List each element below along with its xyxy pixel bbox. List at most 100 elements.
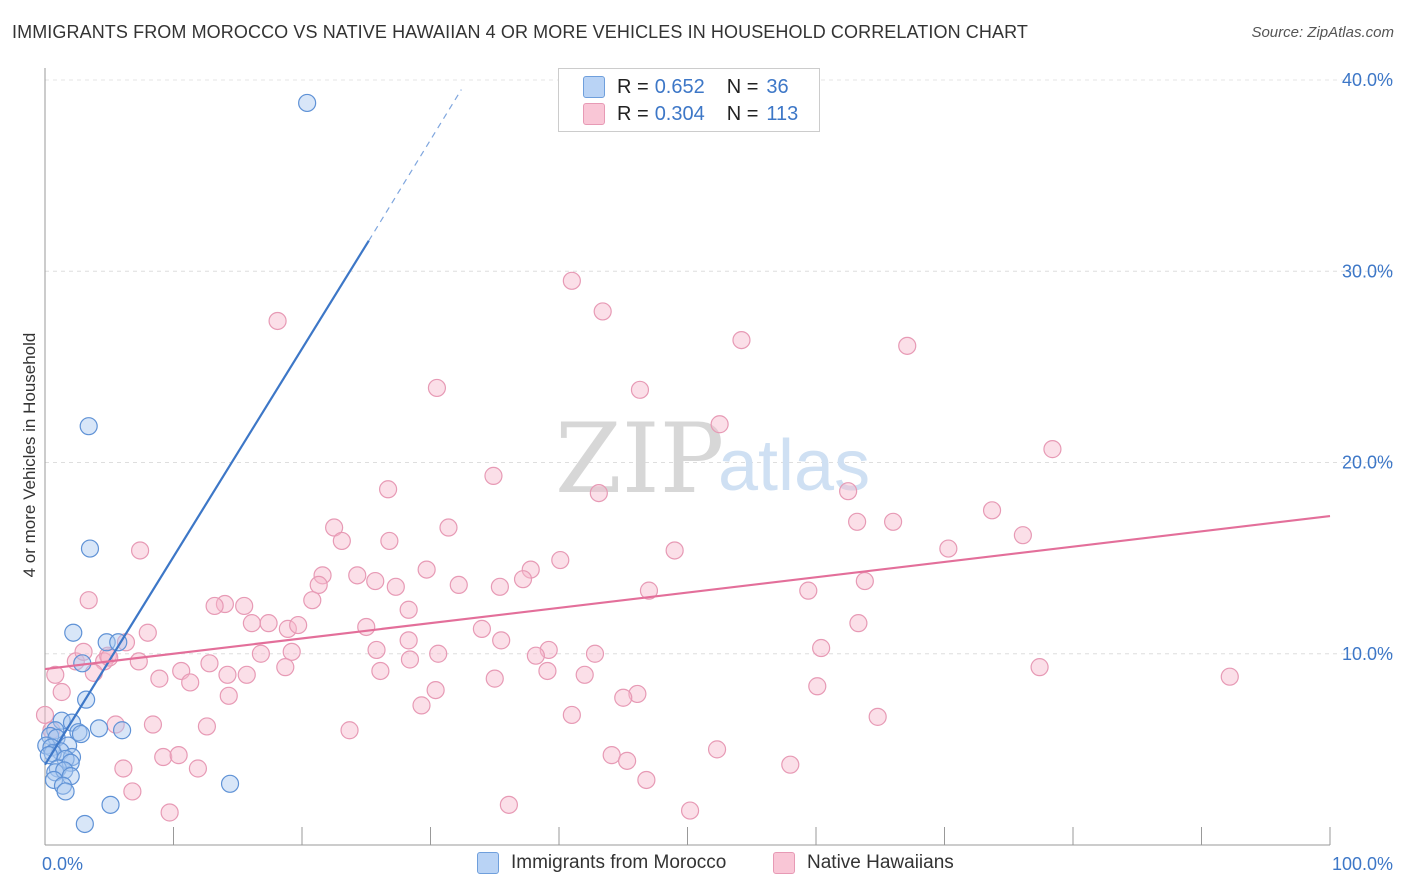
data-point-hawaiians	[259, 614, 278, 633]
data-point-hawaiians	[114, 759, 133, 778]
data-point-hawaiians	[1030, 658, 1049, 677]
data-point-hawaiians	[883, 512, 903, 531]
legend-n-label: N =	[726, 102, 759, 125]
data-point-hawaiians	[154, 747, 173, 767]
data-point-morocco	[298, 93, 317, 113]
data-point-morocco	[75, 814, 94, 834]
series-morocco-points	[37, 93, 317, 834]
legend-n-label: N =	[726, 75, 759, 98]
data-point-morocco	[112, 721, 132, 740]
legend-swatch-pink	[773, 852, 795, 874]
data-point-hawaiians	[325, 518, 344, 537]
data-point-hawaiians	[426, 680, 445, 700]
data-point-hawaiians	[188, 759, 208, 778]
x-tick-label: 100.0%	[1332, 854, 1393, 874]
data-point-hawaiians	[812, 638, 831, 658]
data-point-hawaiians	[575, 665, 594, 684]
data-point-morocco	[56, 782, 75, 801]
data-point-hawaiians	[982, 501, 1002, 520]
data-point-hawaiians	[799, 581, 818, 600]
data-point-hawaiians	[251, 644, 270, 663]
data-point-hawaiians	[849, 614, 868, 633]
data-point-morocco	[220, 774, 240, 793]
data-point-hawaiians	[412, 696, 431, 715]
data-point-hawaiians	[357, 617, 376, 637]
y-tick-labels: 10.0% 20.0% 30.0% 40.0%	[1342, 70, 1393, 664]
data-point-hawaiians	[808, 677, 827, 696]
data-point-hawaiians	[160, 803, 179, 822]
data-point-hawaiians	[399, 600, 418, 619]
data-point-hawaiians	[417, 560, 436, 579]
data-point-hawaiians	[628, 684, 647, 704]
data-point-hawaiians	[150, 669, 169, 688]
data-point-hawaiians	[219, 686, 238, 705]
data-point-hawaiians	[538, 661, 557, 681]
data-point-hawaiians	[129, 652, 148, 671]
data-point-hawaiians	[268, 311, 287, 331]
data-point-hawaiians	[169, 746, 188, 765]
watermark: ZIP atlas	[555, 403, 870, 515]
data-point-morocco	[62, 747, 82, 767]
data-point-hawaiians	[710, 415, 729, 434]
data-point-hawaiians	[197, 717, 217, 736]
legend-r-label: R =	[617, 102, 649, 125]
data-point-hawaiians	[707, 740, 727, 759]
legend-r-label: R =	[617, 75, 649, 98]
data-point-hawaiians	[340, 721, 359, 740]
axes	[44, 68, 1331, 846]
data-point-hawaiians	[218, 665, 237, 684]
source-label: Source: ZipAtlas.com	[1251, 24, 1394, 41]
stats-legend: R = 0.652 N = 36 R = 0.304 N = 113	[558, 68, 820, 132]
data-point-hawaiians	[427, 378, 447, 398]
legend-r-value: 0.652	[654, 75, 705, 98]
data-point-hawaiians	[348, 566, 367, 585]
data-point-hawaiians	[378, 480, 398, 499]
data-point-hawaiians	[386, 577, 405, 596]
data-point-hawaiians	[839, 482, 858, 501]
data-point-hawaiians	[235, 596, 254, 616]
data-point-hawaiians	[589, 484, 608, 503]
legend-row-hawaiians: R = 0.304 N = 113	[583, 101, 798, 127]
data-point-hawaiians	[130, 541, 150, 560]
data-point-hawaiians	[1043, 440, 1062, 459]
data-point-hawaiians	[562, 271, 581, 290]
data-point-hawaiians	[371, 661, 390, 681]
data-point-hawaiians	[898, 336, 917, 355]
data-point-hawaiians	[380, 531, 399, 551]
data-point-hawaiians	[614, 688, 633, 707]
data-point-hawaiians	[313, 566, 332, 585]
chart-title: IMMIGRANTS FROM MOROCCO VS NATIVE HAWAII…	[12, 22, 1028, 42]
data-point-morocco	[89, 719, 109, 738]
y-tick-label: 20.0%	[1342, 453, 1393, 473]
x-tick-labels: 0.0% 100.0%	[42, 854, 1393, 874]
data-point-morocco	[80, 539, 100, 558]
data-point-morocco	[69, 723, 88, 742]
data-point-hawaiians	[593, 302, 612, 321]
data-point-hawaiians	[499, 795, 518, 814]
data-point-hawaiians	[200, 654, 219, 673]
data-point-hawaiians	[485, 669, 504, 688]
data-point-hawaiians	[1013, 526, 1032, 545]
data-point-hawaiians	[332, 531, 351, 551]
legend-swatch-pink	[583, 103, 605, 125]
legend-label-morocco: Immigrants from Morocco	[511, 852, 727, 873]
data-point-hawaiians	[46, 665, 65, 684]
x-tick-label: 0.0%	[42, 854, 83, 874]
data-point-morocco	[79, 417, 98, 436]
data-point-hawaiians	[143, 715, 163, 734]
data-point-hawaiians	[276, 658, 295, 677]
data-point-hawaiians	[367, 640, 386, 660]
legend-swatch-blue	[583, 76, 605, 98]
gridlines	[45, 79, 1395, 655]
data-point-hawaiians	[309, 575, 328, 595]
data-point-hawaiians	[521, 560, 540, 579]
data-point-hawaiians	[282, 642, 301, 661]
data-point-hawaiians	[781, 755, 800, 774]
trend-line-morocco-extension	[368, 89, 462, 241]
data-point-hawaiians	[848, 512, 867, 531]
data-point-hawaiians	[602, 746, 621, 765]
data-point-morocco	[44, 770, 64, 790]
data-point-morocco	[46, 763, 65, 782]
data-point-hawaiians	[630, 380, 650, 399]
